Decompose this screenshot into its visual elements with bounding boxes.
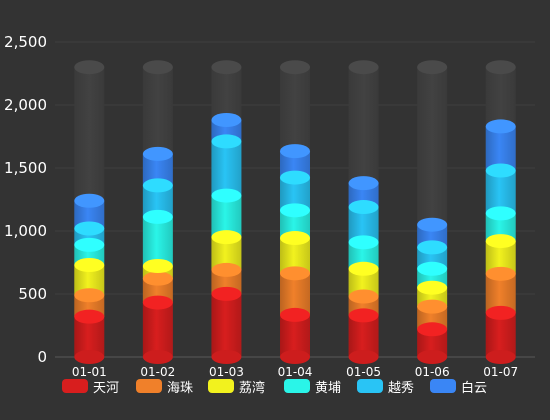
bar-segment-cap bbox=[142, 259, 173, 274]
bar-segment-cap bbox=[417, 240, 448, 255]
legend-label: 天河 bbox=[93, 380, 120, 396]
bar-segment-白云[interactable] bbox=[485, 126, 516, 171]
x-tick-label: 01-04 bbox=[278, 365, 313, 379]
bar-segment-天河[interactable] bbox=[280, 314, 310, 357]
chart-legend: 天河 海珠 荔湾 黄埔 越秀 白云 bbox=[0, 374, 550, 400]
legend-label: 荔湾 bbox=[239, 380, 266, 396]
legend-item[interactable]: 天河 bbox=[62, 378, 120, 396]
bar-segment-cap bbox=[142, 271, 173, 286]
bar-segment-cap bbox=[417, 299, 448, 314]
legend-swatch bbox=[136, 379, 162, 393]
bar-segment-cap bbox=[485, 234, 516, 249]
bar-segment-cap bbox=[348, 308, 379, 323]
bar-segment-天河[interactable] bbox=[142, 302, 173, 357]
bar-segment-cap bbox=[211, 188, 242, 203]
bar-base-cap bbox=[211, 350, 242, 364]
bar-base-cap bbox=[74, 350, 105, 364]
bar-segment-cap bbox=[211, 134, 242, 149]
bar-segment-cap bbox=[485, 206, 516, 221]
bar-segment-cap bbox=[485, 266, 516, 281]
bar-segment-cap bbox=[417, 217, 448, 232]
bar-segment-cap bbox=[280, 144, 310, 159]
bar-segment-cap bbox=[417, 280, 448, 295]
x-tick-label: 01-06 bbox=[415, 365, 450, 379]
legend-swatch bbox=[357, 379, 383, 393]
legend-swatch bbox=[208, 379, 234, 393]
bar-segment-cap bbox=[211, 286, 242, 301]
y-tick-label: 500 bbox=[18, 285, 47, 303]
bar-segment-cap bbox=[280, 170, 310, 185]
bar-segment-越秀[interactable] bbox=[485, 170, 516, 214]
legend-item[interactable]: 越秀 bbox=[357, 378, 415, 396]
bar-segment-cap bbox=[280, 307, 310, 322]
legend-label: 越秀 bbox=[388, 380, 415, 396]
bar-base-cap bbox=[417, 350, 448, 364]
bar-segment-黄埔[interactable] bbox=[142, 216, 173, 267]
bar-segment-cap bbox=[485, 163, 516, 178]
bar-segment-天河[interactable] bbox=[211, 293, 242, 357]
bar-segment-cap bbox=[74, 288, 105, 303]
bar-segment-cap bbox=[142, 209, 173, 224]
legend-label: 黄埔 bbox=[315, 380, 342, 396]
y-tick-label: 0 bbox=[37, 348, 47, 366]
x-tick-label: 01-01 bbox=[72, 365, 107, 379]
bar-segment-cap bbox=[74, 309, 105, 324]
y-tick-label: 1,000 bbox=[4, 222, 47, 240]
bar-segment-cap bbox=[280, 266, 310, 281]
x-tick-label: 01-07 bbox=[483, 365, 518, 379]
bar-base-cap bbox=[348, 350, 379, 364]
bar-segment-cap bbox=[142, 178, 173, 193]
legend-label: 海珠 bbox=[167, 380, 194, 396]
bar-segment-cap bbox=[348, 261, 379, 276]
bar-segment-cap bbox=[211, 262, 242, 277]
bar-base-cap bbox=[280, 350, 310, 364]
y-tick-label: 2,000 bbox=[4, 96, 47, 114]
bar-segment-cap bbox=[280, 203, 310, 218]
bar-segment-cap bbox=[74, 221, 105, 236]
bar-segment-cap bbox=[417, 322, 448, 337]
legend-item[interactable]: 荔湾 bbox=[208, 378, 266, 396]
bar-segment-cap bbox=[348, 235, 379, 250]
y-tick-label: 2,500 bbox=[4, 33, 47, 51]
bar-segment-cap bbox=[485, 305, 516, 320]
x-tick-label: 01-02 bbox=[140, 365, 175, 379]
bar-segment-cap bbox=[74, 193, 105, 208]
legend-label: 白云 bbox=[461, 380, 488, 396]
legend-item[interactable]: 白云 bbox=[430, 378, 488, 396]
bar-segment-cap bbox=[142, 295, 173, 310]
bar-segment-cap bbox=[417, 261, 448, 276]
legend-item[interactable]: 海珠 bbox=[136, 378, 194, 396]
bar-segment-cap bbox=[74, 237, 105, 252]
legend-swatch bbox=[430, 379, 456, 393]
bar-segment-cap bbox=[348, 176, 379, 191]
bar-segment-cap bbox=[211, 230, 242, 245]
y-tick-label: 1,500 bbox=[4, 159, 47, 177]
legend-swatch bbox=[62, 379, 88, 393]
x-tick-label: 01-05 bbox=[346, 365, 381, 379]
legend-swatch bbox=[284, 379, 310, 393]
bar-segment-cap bbox=[74, 258, 105, 273]
bar-segment-cap bbox=[485, 119, 516, 134]
bar-segment-cap bbox=[348, 200, 379, 215]
legend-item[interactable]: 黄埔 bbox=[284, 378, 342, 396]
bar-segment-越秀[interactable] bbox=[211, 141, 242, 196]
bar-base-cap bbox=[485, 350, 516, 364]
bar-segment-cap bbox=[142, 146, 173, 161]
bar-segment-cap bbox=[280, 231, 310, 246]
bar-segment-cap bbox=[348, 289, 379, 304]
bar-segment-cap bbox=[211, 112, 242, 127]
x-tick-label: 01-03 bbox=[209, 365, 244, 379]
bar-base-cap bbox=[142, 350, 173, 364]
bar-segment-天河[interactable] bbox=[485, 312, 516, 357]
